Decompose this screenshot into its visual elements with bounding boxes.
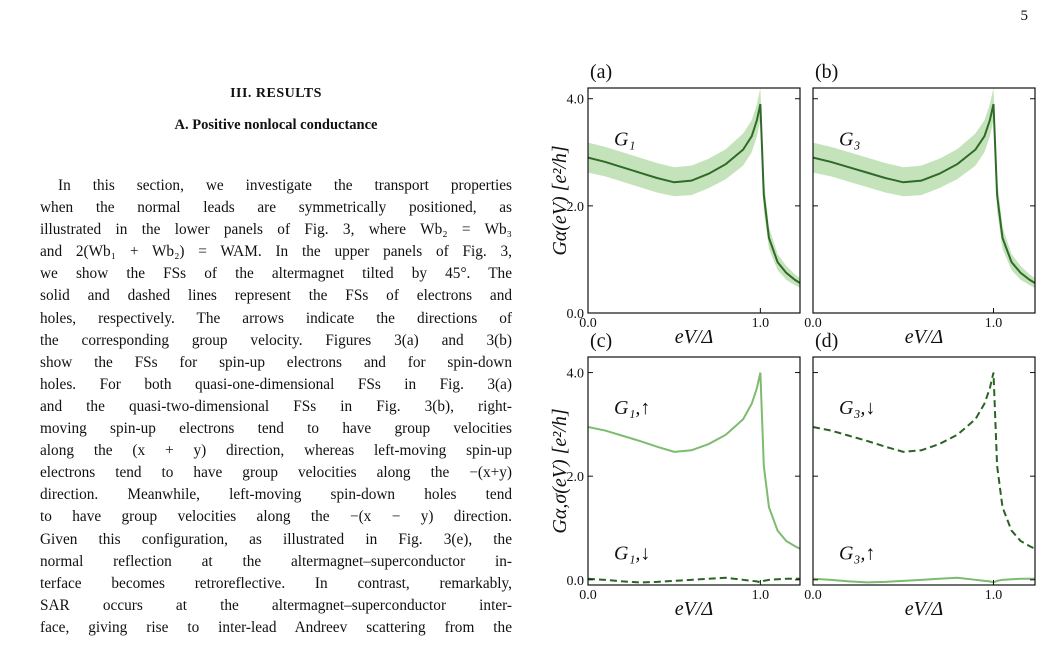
y-tick-label: 2.0 xyxy=(567,200,585,215)
x-tick-label: 1.0 xyxy=(752,588,770,603)
x-tick-label: 0.0 xyxy=(579,588,597,603)
line xyxy=(588,103,800,284)
series-label: G₁ xyxy=(614,128,635,150)
x-tick-label: 1.0 xyxy=(985,316,1003,331)
text-line: when the normal leads are symmetrically … xyxy=(40,199,512,217)
x-tick-label: 0.0 xyxy=(804,588,822,603)
text-line: In this section, we investigate the tran… xyxy=(58,177,512,194)
panel-label: (d) xyxy=(815,330,838,352)
text-line: and 2(Wb₁ + Wb₂) = WAM. In the upper pan… xyxy=(40,243,512,261)
line xyxy=(588,372,800,550)
series-label: G₃,↑ xyxy=(839,542,875,564)
x-axis-label: eV/Δ xyxy=(905,598,943,620)
text-line: the corresponding group velocity. Figure… xyxy=(40,331,512,349)
plot-frame xyxy=(812,87,1036,314)
text-line: electrons tend to have group velocities … xyxy=(40,464,512,482)
series-label: G₃ xyxy=(839,128,860,150)
text-line: moving spin-up electrons tend to have gr… xyxy=(40,420,512,438)
text-line: normal reflection at the altermagnet–sup… xyxy=(40,552,512,570)
panel-label: (a) xyxy=(590,61,612,83)
x-tick-label: 1.0 xyxy=(752,316,770,331)
text-line: terface becomes retroreflective. In cont… xyxy=(40,574,512,592)
text-line: direction. Meanwhile, left-moving spin-d… xyxy=(40,486,512,504)
panel-label: (b) xyxy=(815,61,838,83)
subsection-heading: A. Positive nonlocal conductance xyxy=(174,117,378,133)
series-label: G₁,↑ xyxy=(614,397,650,419)
text-line: to have group velocities along the −(x −… xyxy=(40,508,512,526)
x-axis-label: eV/Δ xyxy=(675,598,713,620)
x-axis-label: eV/Δ xyxy=(905,326,943,348)
y-axis-label: Gα,σ(eV) [e²/h] xyxy=(549,408,571,533)
series-label: G₁,↓ xyxy=(614,542,650,564)
page-number: 5 xyxy=(1020,8,1029,24)
line xyxy=(588,576,800,584)
y-tick-label: 4.0 xyxy=(567,93,585,108)
series-label: G₃,↓ xyxy=(839,397,875,419)
text-line: face, giving rise to inter-lead Andreev … xyxy=(40,618,512,636)
x-tick-label: 0.0 xyxy=(579,316,597,331)
error-band xyxy=(588,88,800,288)
y-tick-label: 4.0 xyxy=(567,367,585,382)
plot-frame xyxy=(587,356,801,586)
x-tick-label: 1.0 xyxy=(985,588,1003,603)
text-line: along the (x + y) direction, whereas lef… xyxy=(40,442,512,460)
text-line: solid and dashed lines represent the FSs… xyxy=(40,287,512,305)
y-tick-label: 0.0 xyxy=(567,574,585,589)
y-tick-label: 0.0 xyxy=(567,307,585,322)
x-tick-label: 0.0 xyxy=(804,316,822,331)
error-band xyxy=(813,88,1035,288)
text-line: show the FSs for spin-up electrons and f… xyxy=(40,353,512,371)
text-line: holes, respectively. The arrows indicate… xyxy=(40,309,512,327)
paragraph: In this section, we investigate the tran… xyxy=(40,175,512,639)
text-line: and the quasi-two-dimensional FSs in Fig… xyxy=(40,397,512,415)
text-line: we show the FSs of the altermagnet tilte… xyxy=(40,265,512,283)
line xyxy=(813,576,1035,584)
panel-label: (c) xyxy=(590,330,612,352)
x-axis-label: eV/Δ xyxy=(675,326,713,348)
section-heading: III. RESULTS xyxy=(230,86,322,101)
text-line: Given this configuration, as illustrated… xyxy=(40,530,512,548)
plot-frame xyxy=(812,356,1036,586)
plot-frame xyxy=(587,87,801,314)
line xyxy=(813,103,1035,284)
text-line: SAR occurs at the altermagnet–supercondu… xyxy=(40,596,512,614)
y-axis-label: Gα(eV) [e²/h] xyxy=(549,145,571,255)
y-tick-label: 2.0 xyxy=(567,470,585,485)
text-line: illustrated in the lower panels of Fig. … xyxy=(40,221,512,239)
text-line: holes. For both quasi-one-dimensional FS… xyxy=(40,375,512,393)
line xyxy=(813,372,1035,550)
